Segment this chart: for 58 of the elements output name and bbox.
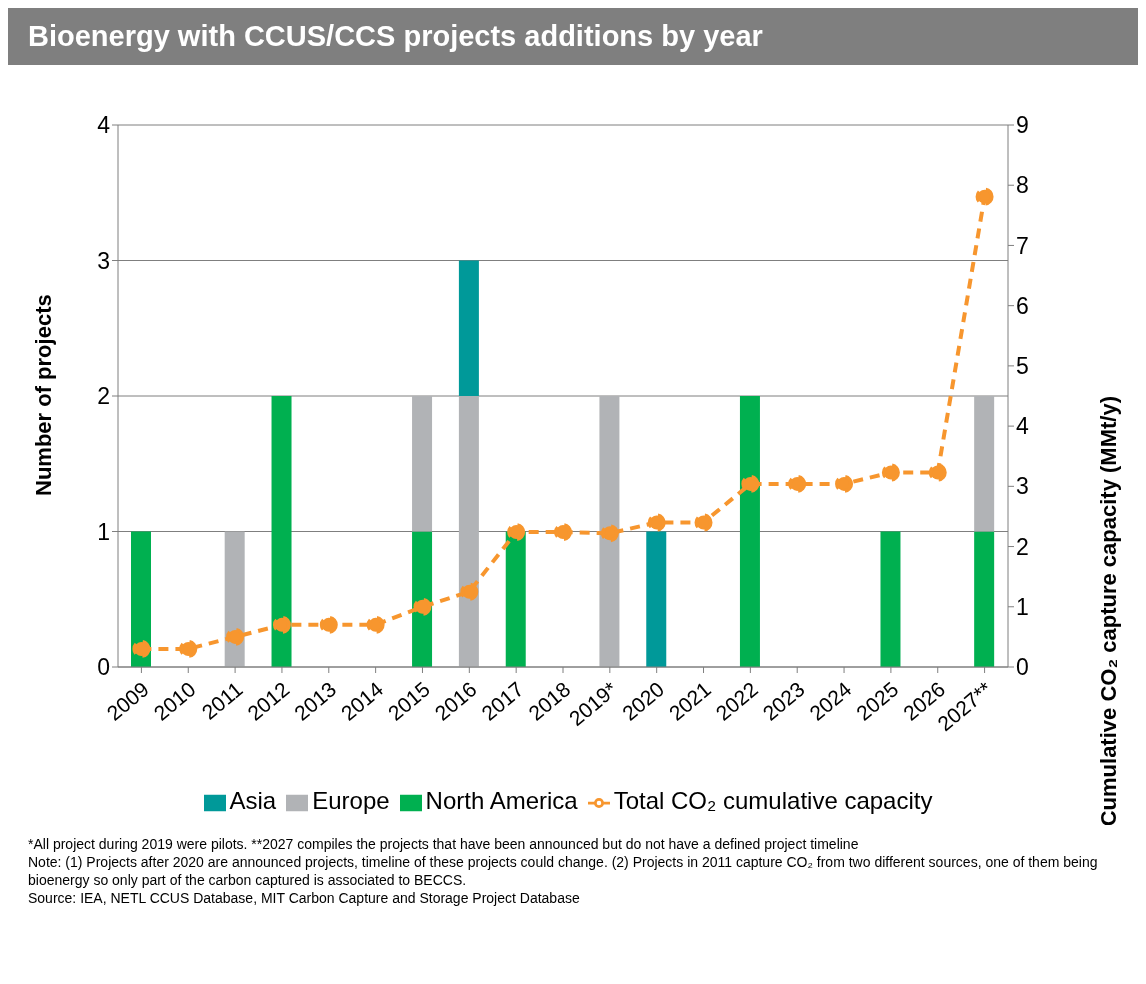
point [788,474,807,493]
y-tick-label: 4 [97,112,111,139]
y2-tick-label: 6 [1016,292,1029,319]
source-note: Source: IEA, NETL CCUS Database, MIT Carbon Capture and Storage Project Database [28,889,581,907]
y2-tick-label: 4 [1016,413,1029,440]
bar [599,396,620,667]
bar [458,260,479,396]
point [928,463,947,482]
y-axis-title: Number of projects [30,294,56,496]
chart-title: Bioenergy with CCUS/CCS projects additions by year [8,8,1138,65]
point [694,513,713,532]
y-tick-label: 2 [97,383,110,410]
text: Note: (1) Projects after 2020 are announced projects, timeline of these projects could change. (2) Projects in 2011 capture CO₂ from two different sources, one of them being bioenergy so only part of the carbon captured is associated to BECCS. [28,853,1099,889]
point [600,524,619,543]
y2-tick-label: 7 [1016,232,1029,259]
text: *All project during 2019 were pilots. **2027 compiles the projects that have been announced but do not have a defined project timeline [28,835,860,853]
legend-label: Total CO₂ cumulative capacity [613,787,933,814]
point [132,639,151,658]
legend-label: Europe [312,787,390,814]
bar [412,531,433,667]
point [226,627,245,646]
bar [880,531,901,667]
y2-axis-title: Cumulative CO₂ capture capacity (MMt/y) [1095,396,1121,827]
y2-tick-label: 8 [1016,172,1029,199]
y2-tick-label: 1 [1016,593,1029,620]
bar [412,396,433,532]
point [272,615,291,634]
point [507,523,526,542]
point [881,463,900,482]
point [975,187,994,206]
point [413,597,432,616]
bar [458,396,479,667]
y2-tick-label: 0 [1016,654,1029,681]
bar [739,396,760,667]
bar [505,531,526,667]
legend-label: North America [425,787,578,814]
y-tick-label: 0 [97,654,110,681]
y-tick-label: 3 [97,247,110,274]
point [554,523,572,542]
y-tick-label: 1 [97,518,110,545]
legend-label: Asia [229,787,277,814]
point [179,639,198,658]
bar [974,396,995,532]
point [741,474,760,493]
y2-tick-label: 3 [1016,473,1029,500]
point [647,513,666,532]
bar [646,531,667,667]
y2-tick-label: 2 [1016,533,1029,560]
bar [974,531,995,667]
y2-tick-label: 9 [1016,112,1029,139]
y2-tick-label: 5 [1016,353,1029,380]
bar [224,531,245,667]
point [835,474,854,493]
bar [271,396,292,667]
bar [131,531,151,667]
point [319,615,338,634]
point [366,615,385,634]
point [460,582,479,601]
